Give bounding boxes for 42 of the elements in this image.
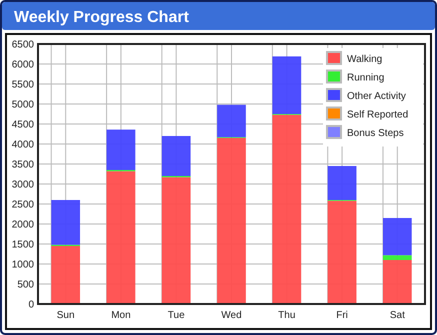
bar [106,171,136,304]
y-tick-label: 5000 [12,100,34,110]
chart-title: Weekly Progress Chart [14,9,190,26]
y-tick-label: 0 [28,300,34,310]
x-tick-label: Sat [390,310,406,321]
bar [382,255,412,260]
y-tick-label: 4000 [12,140,34,150]
bar [328,166,356,200]
legend-label: Self Reported [347,110,408,120]
y-tick-label: 1000 [12,260,34,270]
y-tick-label: 5500 [12,80,34,90]
x-tick-label: Fri [336,310,348,321]
bar [217,138,246,304]
y-tick-label: 2500 [12,200,34,210]
bar [328,200,356,304]
x-tick-label: Mon [111,310,131,321]
x-tick-label: Wed [221,310,242,321]
bar [162,136,191,176]
x-tick-label: Thu [278,310,296,321]
bar [272,56,302,114]
x-tick-label: Tue [168,310,186,321]
bar [217,104,246,138]
y-tick-label: 6500 [12,40,34,50]
bar [382,218,412,256]
bar [106,130,136,170]
legend-label: Running [347,72,384,84]
bar [382,260,412,304]
y-tick-label: 1500 [12,240,34,250]
y-tick-label: 6000 [12,60,34,70]
x-tick-label: Sun [56,310,75,321]
bar [272,114,302,304]
legend-label: Walking [347,54,382,65]
y-tick-label: 3500 [12,160,34,170]
legend-label: Bonus Steps [347,128,404,139]
bar [162,177,191,304]
y-tick-label: 3000 [12,180,34,190]
legend-label: Other Activity [347,91,406,102]
y-tick-label: 500 [17,280,34,290]
y-tick-label: 4500 [12,120,34,130]
bar [51,246,80,304]
y-tick-label: 2000 [12,220,34,230]
bar [51,200,80,245]
